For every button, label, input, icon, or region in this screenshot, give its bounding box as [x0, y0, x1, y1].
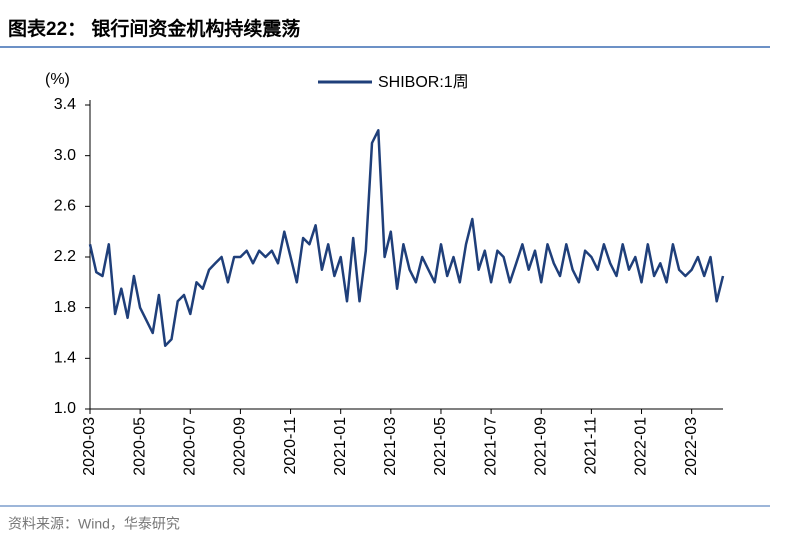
- x-tick-label: 2020-03: [81, 417, 98, 476]
- chart-title: 图表22： 银行间资金机构持续震荡: [8, 17, 300, 40]
- x-tick-label: 2022-01: [633, 417, 650, 476]
- y-tick-label: 1.0: [54, 400, 76, 417]
- x-tick-label: 2020-09: [232, 417, 249, 476]
- y-tick-label: 3.0: [54, 147, 76, 164]
- x-tick-label: 2020-11: [282, 417, 299, 475]
- x-tick-label: 2020-07: [181, 417, 198, 476]
- x-tick-label: 2022-03: [683, 417, 700, 476]
- x-tick-label: 2021-11: [583, 417, 600, 475]
- x-tick-label: 2021-05: [432, 417, 449, 476]
- y-tick-label: 2.6: [54, 198, 76, 215]
- y-tick-label: 1.8: [54, 299, 76, 316]
- x-tick-label: 2020-05: [131, 417, 148, 476]
- source: 资料来源：Wind，华泰研究: [8, 516, 180, 532]
- x-tick-label: 2021-01: [332, 417, 349, 476]
- y-tick-label: 1.4: [54, 350, 76, 367]
- y-tick-label: 3.4: [54, 96, 76, 113]
- line-series: [88, 129, 725, 347]
- x-tick-label: 2021-09: [532, 417, 549, 476]
- legend-label: SHIBOR:1周: [378, 74, 469, 91]
- x-tick-label: 2021-07: [482, 417, 499, 476]
- x-tick-label: 2021-03: [382, 417, 399, 476]
- y-tick-label: 2.2: [54, 248, 76, 265]
- y-axis-label: (%): [45, 71, 70, 88]
